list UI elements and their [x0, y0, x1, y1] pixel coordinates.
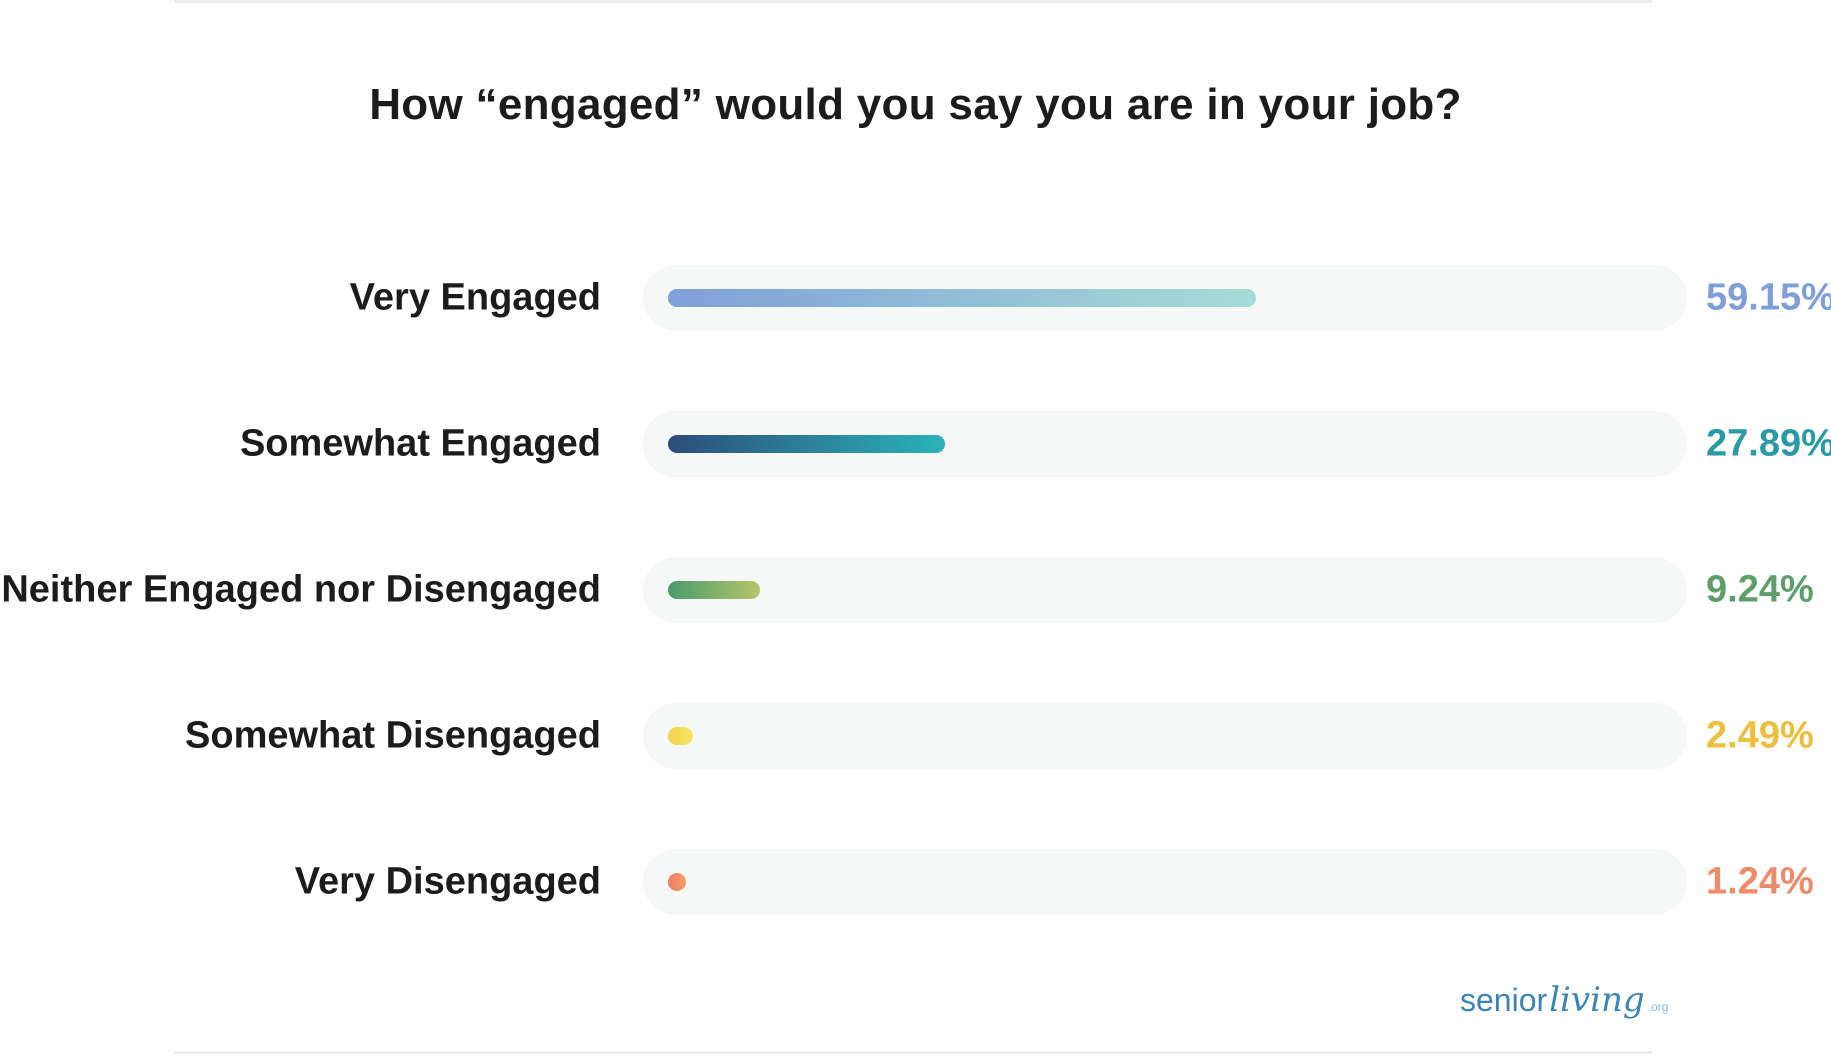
- logo-suffix: .org: [1647, 1000, 1669, 1014]
- logo-word-living: living: [1549, 980, 1645, 1020]
- category-label: Somewhat Engaged: [239, 422, 601, 465]
- bar-row: Very Disengaged 1.24%: [0, 849, 1831, 915]
- bar-row: Very Engaged 59.15%: [0, 265, 1831, 331]
- value-label: 27.89%: [1706, 422, 1831, 465]
- bar-track: [643, 557, 1687, 623]
- chart-title: How “engaged” would you say you are in y…: [369, 80, 1462, 129]
- bar-fill: [668, 289, 1256, 307]
- bar-row: Somewhat Disengaged 2.49%: [0, 703, 1831, 769]
- value-label: 2.49%: [1706, 714, 1814, 757]
- bar-fill: [668, 435, 946, 453]
- bottom-divider: [174, 1051, 1652, 1054]
- bar-row: Somewhat Engaged 27.89%: [0, 411, 1831, 477]
- category-label: Very Disengaged: [294, 860, 601, 903]
- value-label: 1.24%: [1706, 860, 1814, 903]
- value-label: 59.15%: [1706, 276, 1831, 319]
- bar-track: [643, 265, 1687, 331]
- bar-row: Neither Engaged nor Disengaged 9.24%: [0, 557, 1831, 623]
- bar-fill: [668, 873, 686, 891]
- bar-fill: [668, 727, 693, 745]
- bar-track: [643, 703, 1687, 769]
- bar-track: [643, 849, 1687, 915]
- bar-fill: [668, 581, 760, 599]
- category-label: Very Engaged: [349, 276, 601, 319]
- category-label: Neither Engaged nor Disengaged: [1, 568, 601, 611]
- top-divider: [174, 0, 1652, 3]
- bar-track: [643, 411, 1687, 477]
- value-label: 9.24%: [1706, 568, 1814, 611]
- logo-word-senior: senior: [1460, 982, 1548, 1018]
- seniorliving-logo[interactable]: senior living .org: [1460, 980, 1668, 1040]
- category-label: Somewhat Disengaged: [185, 714, 601, 757]
